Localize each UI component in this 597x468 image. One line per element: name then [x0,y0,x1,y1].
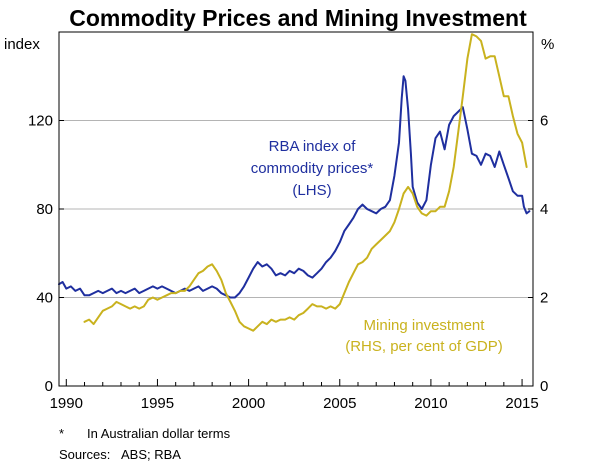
left-tick-label-80: 80 [36,201,53,218]
right-tick-label-4: 4 [540,201,548,218]
gridlines [59,120,533,298]
footnote-mark: * [59,426,65,441]
mining-series-line [83,33,528,332]
x-tick-label-1990: 1990 [50,395,83,412]
commodity-annotation-line-1: RBA index of [269,138,357,155]
x-tick-label-2000: 2000 [232,395,265,412]
right-tick-label-6: 6 [540,113,548,130]
x-tick-label-2010: 2010 [414,395,447,412]
footnote: * In Australian dollar terms [59,426,230,441]
mining-annotation: Mining investment (RHS, per cent of GDP) [345,317,503,355]
right-tick-labels: 0 2 4 6 [540,113,548,396]
x-tick-labels: 1990 1995 2000 2005 2010 2015 [50,395,539,412]
mining-annotation-line-1: Mining investment [364,317,486,334]
right-axis-unit: % [541,36,554,53]
left-tick-label-40: 40 [36,290,53,307]
commodity-annotation: RBA index of commodity prices* (LHS) [251,138,374,199]
left-axis-unit: index [4,36,40,53]
right-tick-label-0: 0 [540,378,548,395]
commodity-annotation-line-2: commodity prices* [251,160,374,177]
tick-marks [59,120,533,387]
commodity-series-line [58,75,531,299]
footnote-text: In Australian dollar terms [87,426,231,441]
left-tick-label-120: 120 [28,113,53,130]
sources-note: Sources: ABS; RBA [59,447,181,462]
right-tick-label-2: 2 [540,290,548,307]
mining-annotation-line-2: (RHS, per cent of GDP) [345,338,503,355]
commodity-annotation-line-3: (LHS) [292,182,331,199]
series-lines [58,33,531,332]
chart-title: Commodity Prices and Mining Investment [69,5,527,31]
sources-label: Sources: [59,447,111,462]
x-tick-label-2015: 2015 [505,395,538,412]
x-tick-label-1995: 1995 [141,395,174,412]
left-tick-labels: 0 40 80 120 [28,113,53,396]
x-tick-label-2005: 2005 [323,395,356,412]
sources-text: ABS; RBA [121,447,181,462]
left-tick-label-0: 0 [45,378,53,395]
